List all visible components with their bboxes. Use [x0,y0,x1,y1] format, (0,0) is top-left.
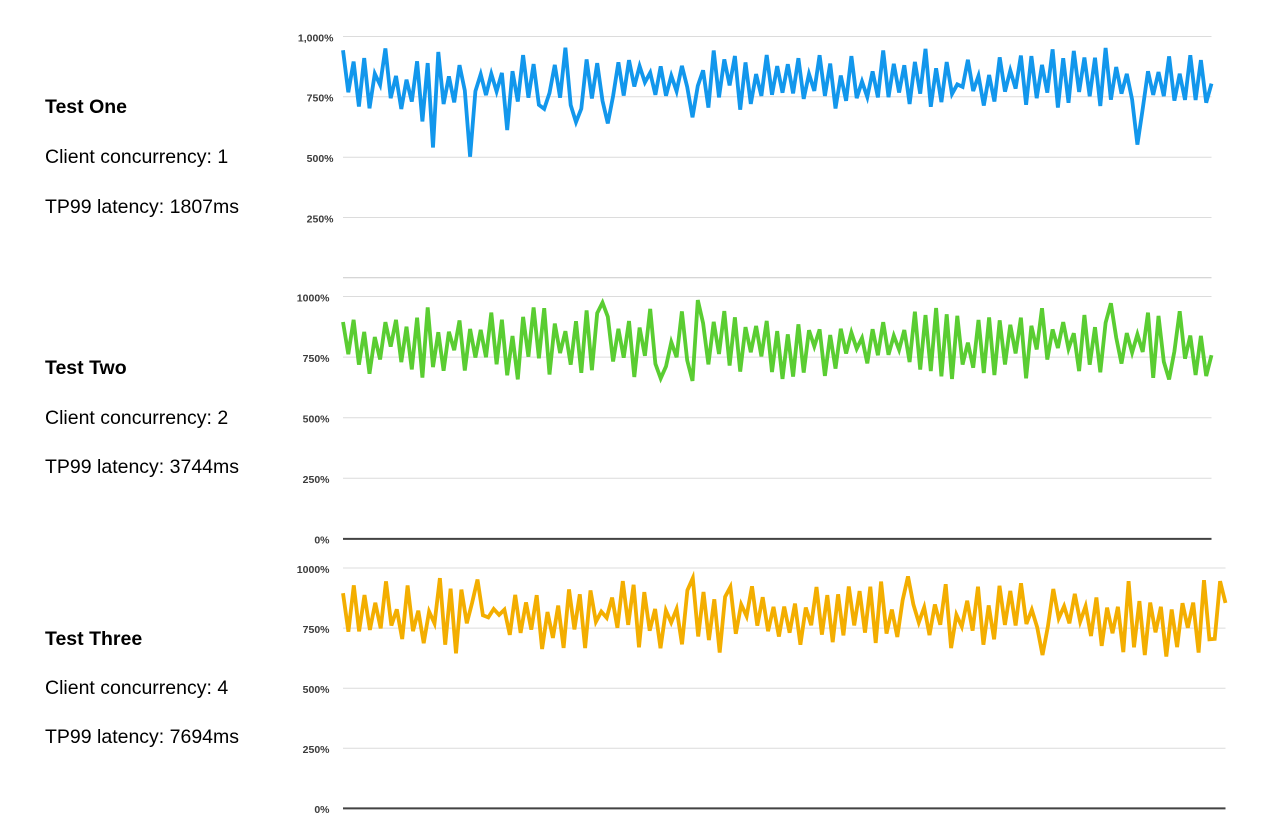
svg-text:750%: 750% [303,353,331,365]
svg-text:250%: 250% [303,744,331,756]
svg-text:0%: 0% [314,804,330,816]
svg-text:0%: 0% [314,535,330,547]
svg-text:250%: 250% [307,213,335,225]
svg-text:1000%: 1000% [297,564,330,576]
svg-text:750%: 750% [307,93,335,105]
svg-text:500%: 500% [303,414,331,426]
svg-text:1,000%: 1,000% [298,32,334,44]
svg-text:250%: 250% [303,474,331,486]
svg-text:1000%: 1000% [297,292,330,304]
svg-text:500%: 500% [303,684,331,696]
svg-text:750%: 750% [303,624,331,636]
svg-text:500%: 500% [307,153,335,165]
